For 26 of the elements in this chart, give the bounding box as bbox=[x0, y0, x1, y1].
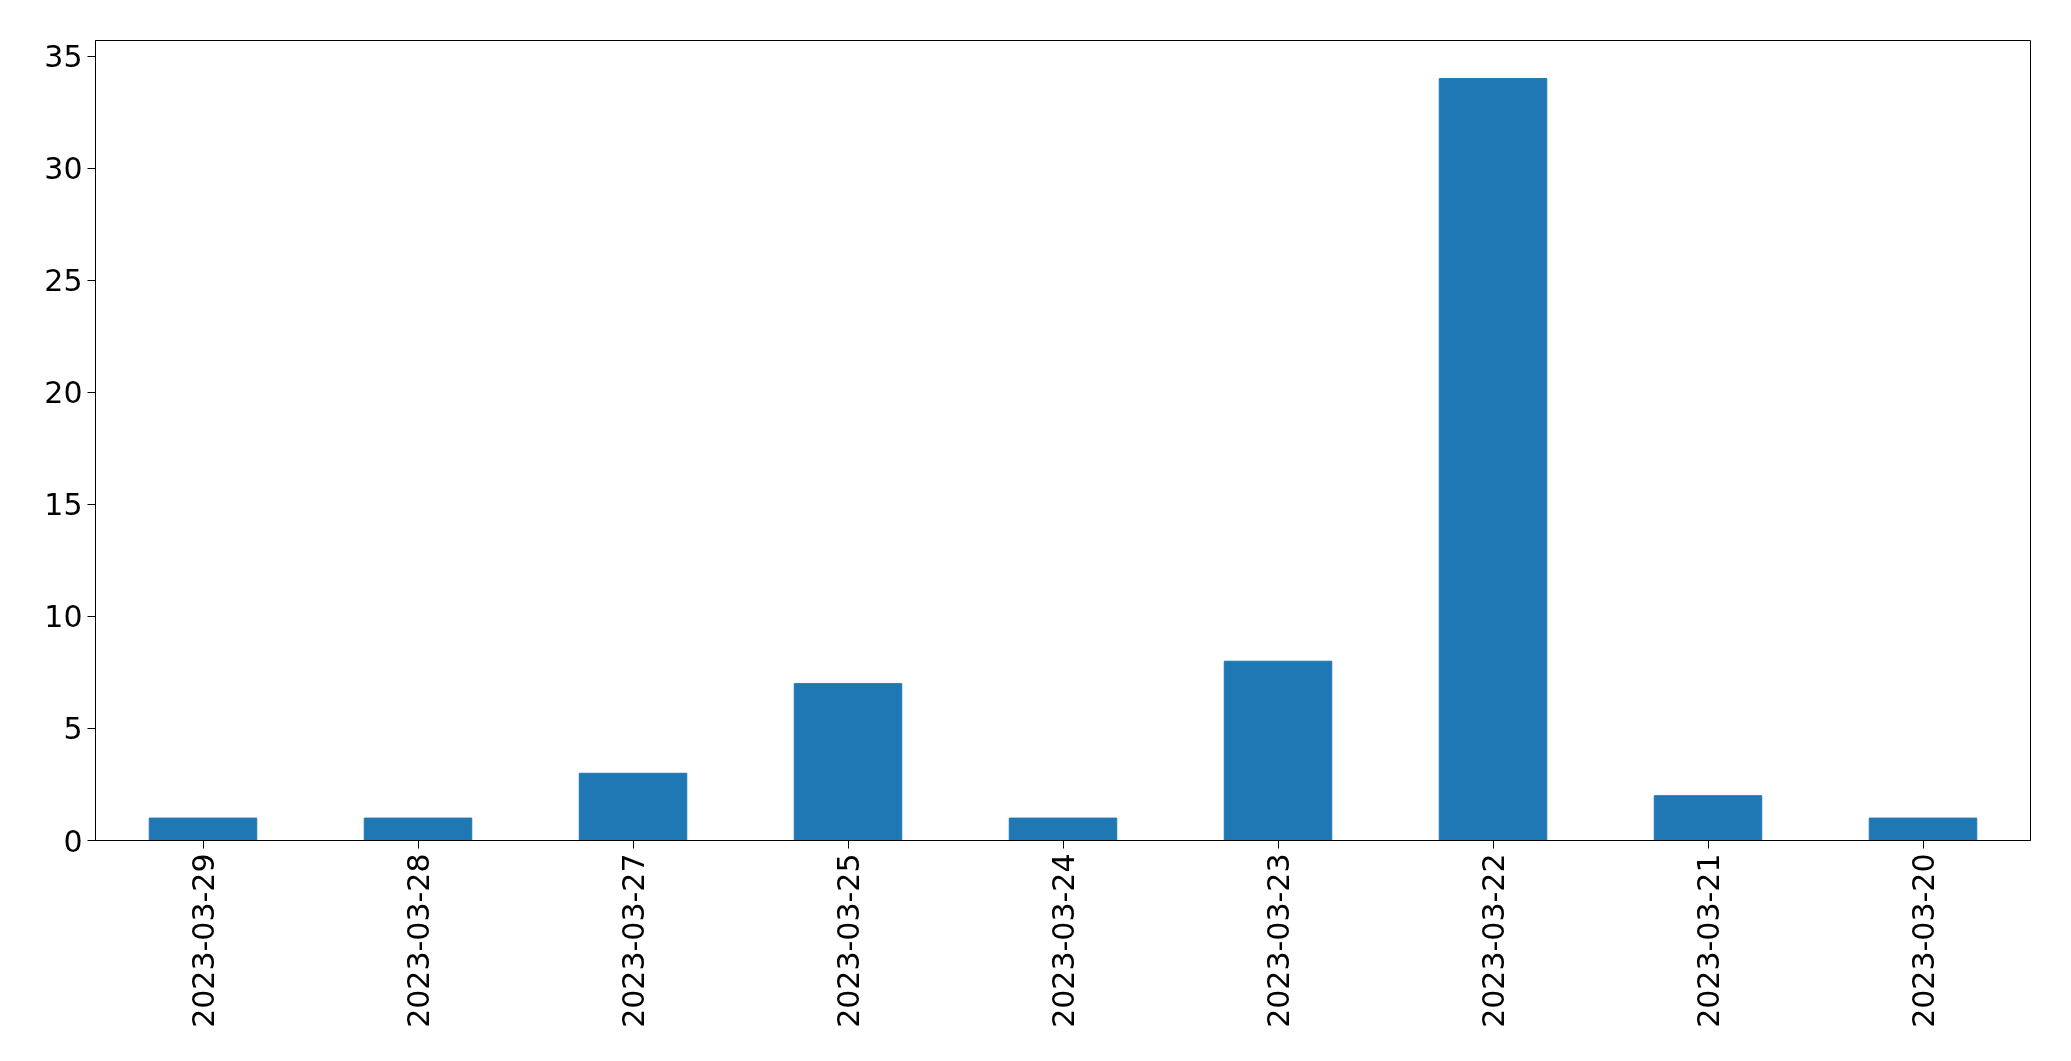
y-tick-label: 0 bbox=[63, 823, 83, 859]
y-tick-label: 20 bbox=[44, 375, 83, 411]
x-tick-label: 2023-03-25 bbox=[831, 853, 866, 1028]
x-tick-label: 2023-03-24 bbox=[1046, 853, 1081, 1028]
bar bbox=[1438, 78, 1548, 841]
bar bbox=[1653, 795, 1763, 841]
bar bbox=[578, 772, 688, 841]
x-tick-label: 2023-03-29 bbox=[186, 853, 221, 1028]
x-tick-label: 2023-03-27 bbox=[616, 853, 651, 1028]
x-tick-label: 2023-03-22 bbox=[1476, 853, 1511, 1028]
y-tick-label: 15 bbox=[44, 487, 83, 523]
y-tick-label: 30 bbox=[44, 151, 83, 187]
y-tick-label: 35 bbox=[44, 39, 83, 75]
bar bbox=[363, 817, 473, 841]
y-tick-label: 10 bbox=[44, 599, 83, 635]
bar bbox=[1008, 817, 1118, 841]
bar bbox=[1868, 817, 1978, 841]
x-tick-label: 2023-03-21 bbox=[1691, 853, 1726, 1028]
x-tick-label: 2023-03-20 bbox=[1906, 853, 1941, 1028]
y-tick-label: 5 bbox=[63, 711, 83, 747]
bar bbox=[1223, 660, 1333, 841]
bar bbox=[148, 817, 258, 841]
bar bbox=[793, 683, 903, 841]
y-tick-label: 25 bbox=[44, 263, 83, 299]
x-tick-label: 2023-03-28 bbox=[401, 853, 436, 1028]
x-tick-label: 2023-03-23 bbox=[1261, 853, 1296, 1028]
